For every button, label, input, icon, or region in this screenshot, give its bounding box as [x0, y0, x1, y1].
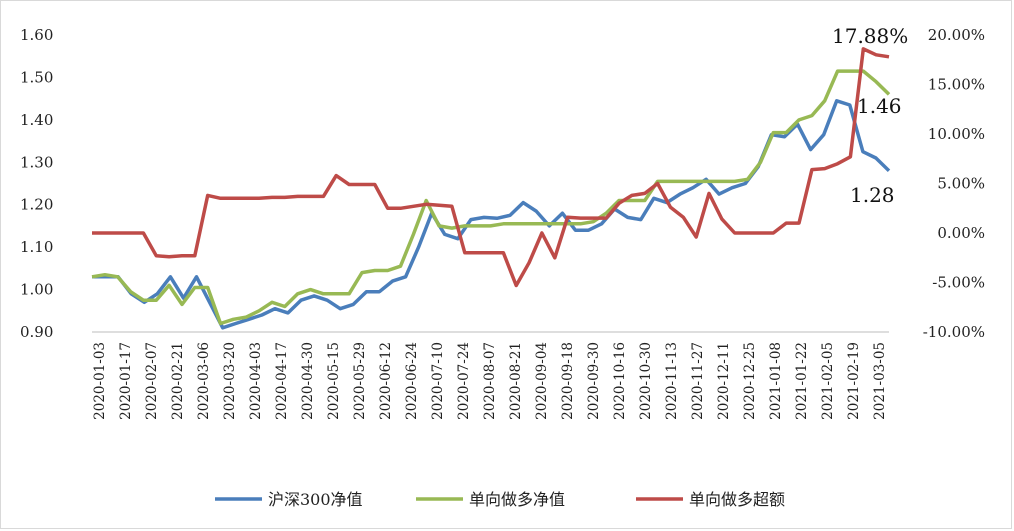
x-tick-label: 2020-12-25	[742, 342, 758, 420]
right-tick-label: -10.00%	[923, 323, 985, 341]
left-axis-ticks: 0.90 1.00 1.10 1.20 1.30 1.40 1.50 1.60	[20, 26, 53, 341]
x-tick-label: 2020-05-29	[352, 342, 368, 420]
x-tick-label: 2020-05-15	[326, 342, 342, 420]
annotation-csi300-last: 1.28	[850, 183, 895, 207]
right-tick-label: 15.00%	[928, 76, 985, 94]
x-axis-ticks: 2020-01-03 2020-01-17 2020-02-07 2020-02-21…	[92, 342, 888, 420]
right-tick-label: -5.00%	[932, 274, 985, 292]
annotation-long-last: 1.46	[857, 94, 902, 118]
legend-item-csi300: 沪深300净值	[215, 490, 363, 509]
x-tick-label: 2020-06-12	[378, 342, 394, 420]
x-tick-label: 2020-04-03	[248, 342, 264, 420]
left-tick-label: 1.20	[20, 196, 53, 214]
right-tick-label: 0.00%	[937, 224, 985, 242]
x-tick-label: 2020-04-30	[300, 342, 316, 420]
left-tick-label: 1.00	[20, 281, 53, 299]
legend-label-long-excess: 单向做多超额	[689, 490, 785, 509]
x-tick-label: 2021-01-08	[768, 342, 784, 420]
annotation-excess-last: 17.88%	[832, 24, 908, 48]
left-tick-label: 0.90	[20, 323, 53, 341]
right-axis-ticks: -10.00% -5.00% 0.00% 5.00% 10.00% 15.00% 20.00…	[923, 26, 985, 341]
right-tick-label: 20.00%	[928, 26, 985, 44]
x-tick-label: 2020-07-10	[430, 342, 446, 420]
x-tick-label: 2020-08-07	[482, 342, 498, 420]
legend: 沪深300净值 单向做多净值 单向做多超额	[215, 490, 785, 509]
left-tick-label: 1.40	[20, 111, 53, 129]
x-tick-label: 2020-03-06	[196, 342, 212, 420]
series-line-2	[91, 69, 891, 326]
left-tick-label: 1.50	[20, 68, 53, 86]
right-tick-label: 5.00%	[937, 175, 985, 193]
legend-item-long-nav: 单向做多净值	[416, 490, 565, 509]
x-tick-label: 2020-04-17	[274, 342, 290, 420]
x-tick-label: 2020-10-16	[612, 342, 628, 420]
left-tick-label: 1.30	[20, 153, 53, 171]
x-tick-label: 2020-12-11	[716, 342, 732, 420]
series-line-3	[92, 47, 890, 288]
x-tick-label: 2021-01-22	[794, 342, 810, 420]
x-tick-label: 2020-10-30	[638, 342, 654, 420]
x-tick-label: 2020-11-27	[690, 342, 706, 420]
x-tick-label: 2021-03-05	[872, 342, 888, 420]
x-tick-label: 2020-11-13	[664, 342, 680, 420]
x-tick-label: 2021-02-19	[846, 342, 862, 420]
x-tick-label: 2021-02-05	[820, 342, 836, 420]
left-tick-label: 1.10	[20, 238, 53, 256]
x-tick-label: 2020-09-04	[534, 342, 550, 420]
legend-label-long-nav: 单向做多净值	[469, 490, 565, 509]
x-tick-label: 2020-02-07	[144, 342, 160, 420]
right-tick-label: 10.00%	[928, 125, 985, 143]
x-tick-label: 2020-03-20	[222, 342, 238, 420]
legend-item-long-excess: 单向做多超额	[636, 490, 785, 509]
legend-label-csi300: 沪深300净值	[268, 490, 363, 509]
left-tick-label: 1.60	[20, 26, 53, 44]
annotations: 17.88% 1.46 1.28	[832, 24, 908, 207]
x-tick-label: 2020-01-17	[118, 342, 134, 420]
x-tick-label: 2020-01-03	[92, 342, 108, 420]
x-tick-label: 2020-09-18	[560, 342, 576, 420]
x-tick-label: 2020-02-21	[170, 342, 186, 420]
x-tick-label: 2020-07-24	[456, 342, 472, 420]
x-tick-label: 2020-09-30	[586, 342, 602, 420]
x-tick-label: 2020-08-21	[508, 342, 524, 420]
x-tick-label: 2020-06-24	[404, 342, 420, 420]
series-layer	[91, 47, 891, 330]
